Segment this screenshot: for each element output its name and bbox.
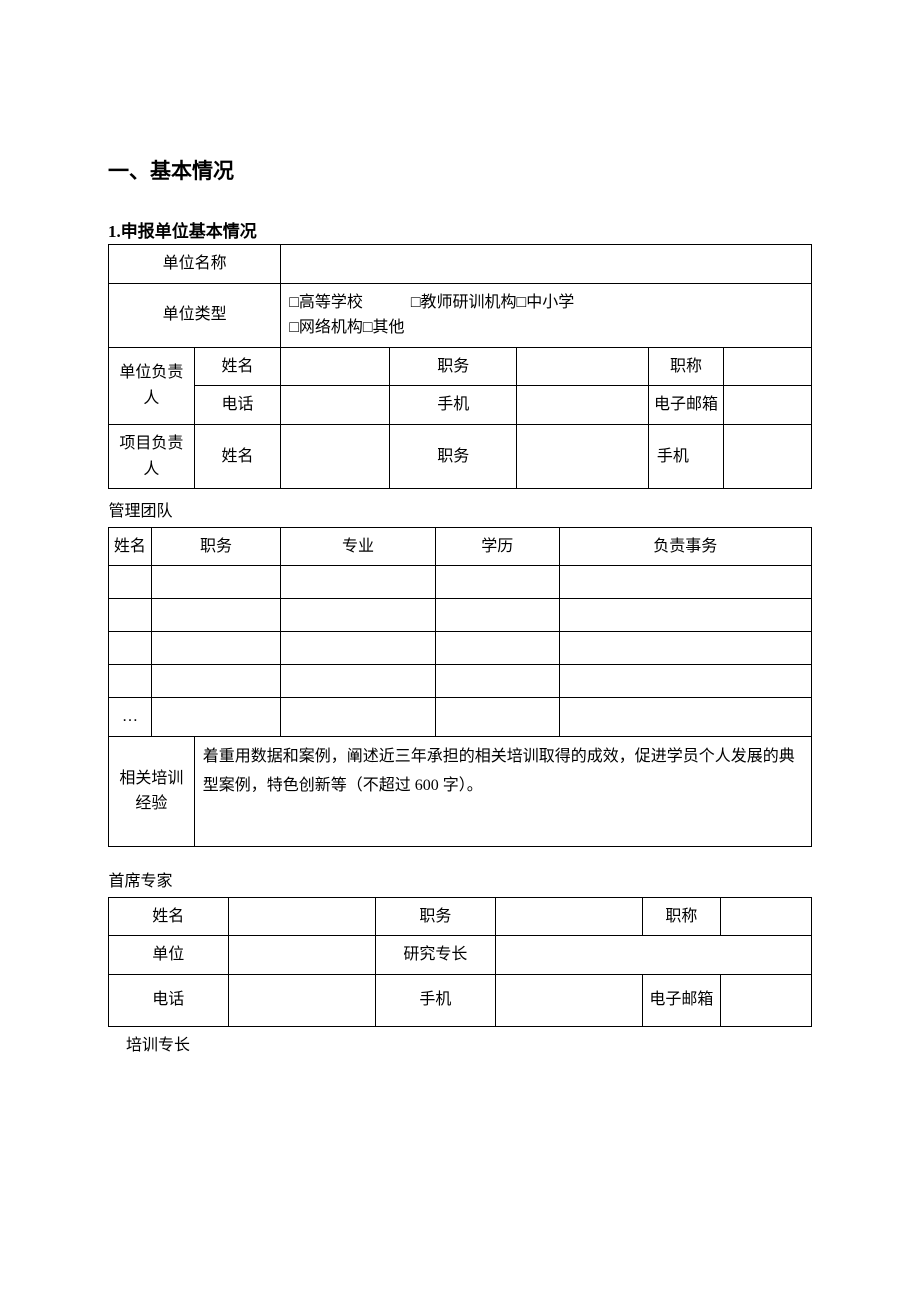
team-col-education: 学历 <box>435 527 559 566</box>
uh-name-label: 姓名 <box>194 347 280 386</box>
ph-position-value[interactable] <box>517 424 648 488</box>
team-row[interactable] <box>281 599 436 632</box>
team-more: … <box>109 698 152 737</box>
project-head-label: 项目负责人 <box>109 424 195 488</box>
ph-position-label: 职务 <box>390 424 517 488</box>
org-type-options[interactable]: □高等学校 □教师研训机构□中小学 □网络机构□其他 <box>281 283 812 347</box>
ex-phone-label: 电话 <box>109 974 229 1026</box>
expert-table: 首席专家 姓名 职务 职称 单位 研究专长 电话 手机 电子邮箱 <box>108 859 812 1027</box>
team-row[interactable] <box>559 566 811 599</box>
team-row[interactable] <box>559 599 811 632</box>
team-row[interactable] <box>435 599 559 632</box>
ex-position-value[interactable] <box>495 897 643 936</box>
uh-title-value[interactable] <box>724 347 812 386</box>
org-type-label: 单位类型 <box>109 283 281 347</box>
ex-expertise-label: 研究专长 <box>376 936 496 975</box>
team-row <box>559 698 811 737</box>
team-row[interactable] <box>151 599 280 632</box>
ex-phone-value[interactable] <box>228 974 376 1026</box>
training-expertise-label: 培训专长 <box>108 1027 812 1055</box>
team-row <box>435 698 559 737</box>
team-section-header: 管理团队 <box>109 489 812 528</box>
team-row <box>281 698 436 737</box>
uh-title-label: 职称 <box>648 347 723 386</box>
org-type-line2: □网络机构□其他 <box>289 315 807 341</box>
ex-name-value[interactable] <box>228 897 376 936</box>
team-row[interactable] <box>151 632 280 665</box>
ex-email-label: 电子邮箱 <box>643 974 720 1026</box>
org-name-value[interactable] <box>281 245 812 284</box>
team-col-major: 专业 <box>281 527 436 566</box>
team-row[interactable] <box>151 665 280 698</box>
uh-mobile-value[interactable] <box>517 386 648 425</box>
uh-phone-label: 电话 <box>194 386 280 425</box>
team-row[interactable] <box>281 665 436 698</box>
ex-expertise-value[interactable] <box>495 936 811 975</box>
uh-position-label: 职务 <box>390 347 517 386</box>
team-row[interactable] <box>109 599 152 632</box>
team-row[interactable] <box>281 632 436 665</box>
team-row[interactable] <box>109 566 152 599</box>
ph-mobile-value[interactable] <box>724 424 812 488</box>
team-row[interactable] <box>435 566 559 599</box>
unit-head-label: 单位负责人 <box>109 347 195 424</box>
team-row[interactable] <box>435 632 559 665</box>
subsection-heading: 1.申报单位基本情况 <box>108 217 812 242</box>
uh-email-value[interactable] <box>724 386 812 425</box>
team-row[interactable] <box>559 632 811 665</box>
ex-unit-label: 单位 <box>109 936 229 975</box>
ph-mobile-label: 手机 <box>648 424 723 488</box>
team-row[interactable] <box>435 665 559 698</box>
uh-email-label: 电子邮箱 <box>648 386 723 425</box>
team-row[interactable] <box>109 632 152 665</box>
team-row[interactable] <box>281 566 436 599</box>
ex-mobile-value[interactable] <box>495 974 643 1026</box>
ph-name-label: 姓名 <box>194 424 280 488</box>
team-row[interactable] <box>109 665 152 698</box>
ex-title-value[interactable] <box>720 897 811 936</box>
expert-section-header: 首席专家 <box>109 859 812 897</box>
team-col-name: 姓名 <box>109 527 152 566</box>
experience-label: 相关培训经验 <box>109 736 195 846</box>
uh-position-value[interactable] <box>517 347 648 386</box>
ex-unit-value[interactable] <box>228 936 376 975</box>
ex-email-value[interactable] <box>720 974 811 1026</box>
org-name-label: 单位名称 <box>109 245 281 284</box>
team-row[interactable] <box>559 665 811 698</box>
uh-mobile-label: 手机 <box>390 386 517 425</box>
ex-name-label: 姓名 <box>109 897 229 936</box>
ex-position-label: 职务 <box>376 897 496 936</box>
team-row <box>151 698 280 737</box>
team-col-duty: 负责事务 <box>559 527 811 566</box>
form-table: 单位名称 单位类型 □高等学校 □教师研训机构□中小学 □网络机构□其他 单位负… <box>108 244 812 847</box>
team-row[interactable] <box>151 566 280 599</box>
team-col-position: 职务 <box>151 527 280 566</box>
ex-mobile-label: 手机 <box>376 974 496 1026</box>
org-type-line1: □高等学校 □教师研训机构□中小学 <box>289 290 807 316</box>
experience-hint[interactable]: 着重用数据和案例，阐述近三年承担的相关培训取得的成效，促进学员个人发展的典型案例… <box>194 736 811 846</box>
uh-phone-value[interactable] <box>281 386 390 425</box>
ph-name-value[interactable] <box>281 424 390 488</box>
uh-name-value[interactable] <box>281 347 390 386</box>
ex-title-label: 职称 <box>643 897 720 936</box>
section-heading: 一、基本情况 <box>108 155 812 185</box>
